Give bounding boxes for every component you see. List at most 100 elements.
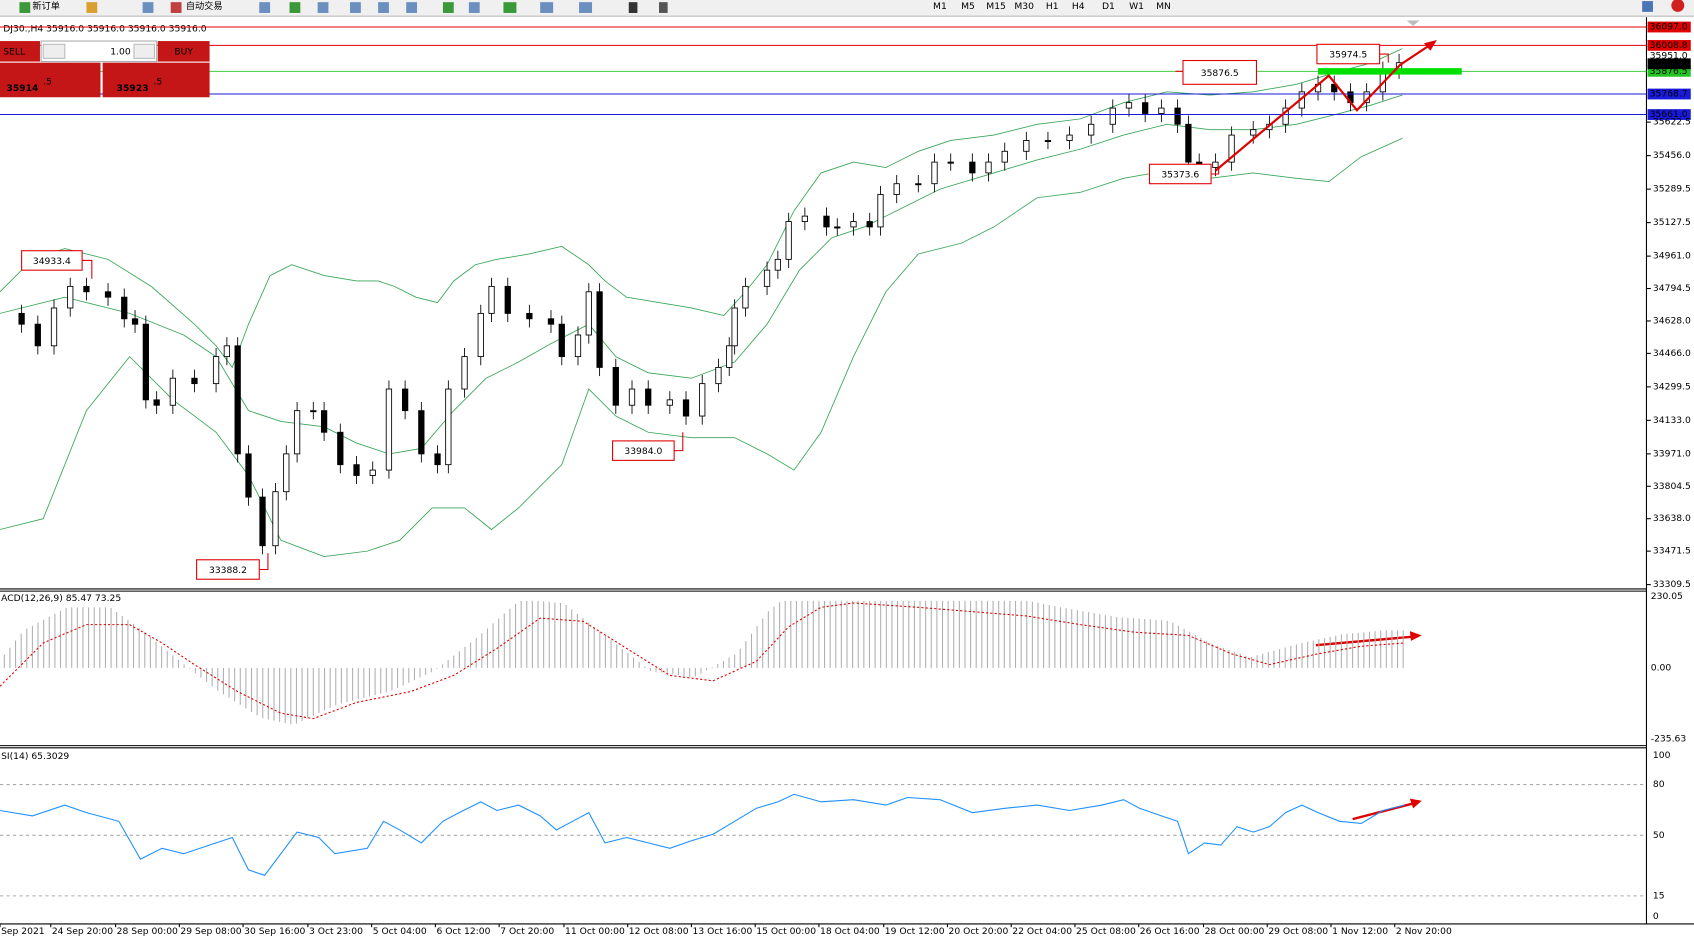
candle-body (385, 388, 393, 471)
candle-body (337, 431, 344, 466)
bid-box[interactable] (0, 62, 101, 98)
annotation-label: 35373.6 (1161, 170, 1199, 181)
lot-down[interactable] (42, 43, 66, 59)
candle-body (320, 410, 328, 433)
candle-body (612, 366, 619, 406)
trend-arrow (1214, 42, 1434, 172)
candle-body (526, 312, 533, 320)
date-label: Sep 2021 (1, 926, 45, 937)
candle-body (488, 285, 495, 314)
annotation-box (612, 440, 675, 461)
price-scale-label: 34961.0 (1653, 251, 1691, 262)
candle-body (585, 291, 592, 336)
candle-body (283, 453, 290, 493)
level-label: 35768.7 (1650, 89, 1688, 100)
candle-body (547, 318, 555, 325)
candle-body (574, 334, 582, 358)
candle-body (774, 258, 781, 271)
candle-body (104, 291, 112, 298)
candle-body (947, 161, 954, 164)
candle-body (293, 410, 301, 455)
date-label: 19 Oct 12:00 (885, 926, 945, 937)
date-label: 20 Oct 20:00 (949, 926, 1009, 937)
candle-body (259, 496, 266, 547)
candle-body (461, 356, 468, 390)
arrow-head (1423, 39, 1437, 51)
date-label: 28 Oct 00:00 (1205, 926, 1265, 937)
timeframe-button: W1 (1129, 1, 1144, 12)
price-label: 35916.0 (1650, 58, 1688, 69)
date-label: 6 Oct 12:00 (436, 926, 490, 937)
lot-input[interactable] (40, 40, 158, 63)
annotation-leader (1211, 167, 1220, 175)
timeframe-button: MN (1156, 1, 1171, 12)
toolbar-button: 新订单 (32, 0, 60, 12)
candle-body (682, 399, 690, 417)
annotation-label: 34933.4 (33, 256, 71, 267)
arrow-head (1409, 798, 1422, 809)
candle-body (1142, 102, 1149, 114)
price-scale-label: 33971.0 (1653, 448, 1691, 459)
candle-body (1088, 123, 1095, 136)
macd-scale-label: 0.00 (1651, 662, 1672, 673)
sell-button[interactable] (0, 41, 40, 62)
candle-body (50, 307, 58, 347)
candle-body (1109, 107, 1116, 125)
candle-body (1212, 161, 1219, 168)
price-label: 35951.0 (1650, 51, 1688, 62)
candle-body (893, 183, 900, 195)
candle-body (1023, 140, 1030, 152)
price-scale-label: 33638.0 (1653, 513, 1691, 524)
candle-body (353, 464, 360, 476)
annotation-leader (82, 259, 93, 279)
candle-body (931, 161, 938, 185)
candle-body (445, 388, 452, 466)
candle-body (369, 469, 376, 476)
macd-signal (0, 602, 1405, 720)
candle-body (1125, 102, 1133, 109)
price-scale-label: 33471.5 (1653, 546, 1691, 557)
candle-body (1185, 123, 1192, 163)
candle-body (915, 183, 922, 186)
candle-body (83, 285, 90, 293)
price-scale-label: 35456.0 (1653, 150, 1691, 161)
date-label: 18 Oct 04:00 (820, 926, 880, 937)
candle-body (785, 221, 792, 260)
timeframe-button: D1 (1102, 1, 1115, 12)
candle-body (18, 312, 25, 325)
buy-button[interactable] (157, 41, 210, 62)
candle-body (731, 307, 738, 347)
candle-body (67, 285, 74, 309)
toolbar (0, 0, 1694, 17)
candle-body (34, 323, 41, 347)
timeframe-button: H4 (1072, 1, 1085, 12)
ask-box[interactable] (102, 62, 210, 98)
annotation-label: 35876.5 (1201, 68, 1239, 79)
date-label: 28 Sep 00:00 (117, 926, 178, 937)
rsi-scale-label: 0 (1653, 911, 1659, 922)
date-label: 29 Sep 08:00 (180, 926, 241, 937)
annotation-box (21, 250, 83, 271)
price-scale-label: 35127.5 (1653, 217, 1691, 228)
rsi-scale-label: 50 (1653, 830, 1665, 841)
timeframe-button: M1 (933, 1, 947, 12)
candle-body (866, 221, 873, 228)
rsi-scale-label: 100 (1653, 750, 1671, 761)
candle-body (726, 345, 733, 368)
candle-body (434, 453, 441, 466)
main-pane (0, 17, 1647, 589)
rsi-line (0, 793, 1405, 876)
lot-up[interactable] (133, 43, 156, 59)
candle-body (666, 399, 673, 406)
annotation-label: 33388.2 (209, 565, 247, 576)
macd-header: ACD(12,26,9) 85.47 73.25 (1, 593, 121, 604)
price-scale-label: 34133.0 (1653, 415, 1691, 426)
date-label: 25 Oct 08:00 (1076, 926, 1136, 937)
candle-body (596, 291, 603, 368)
candle-body (969, 161, 976, 174)
toolbar-icons (19, 0, 1685, 13)
candle-body (558, 323, 565, 358)
